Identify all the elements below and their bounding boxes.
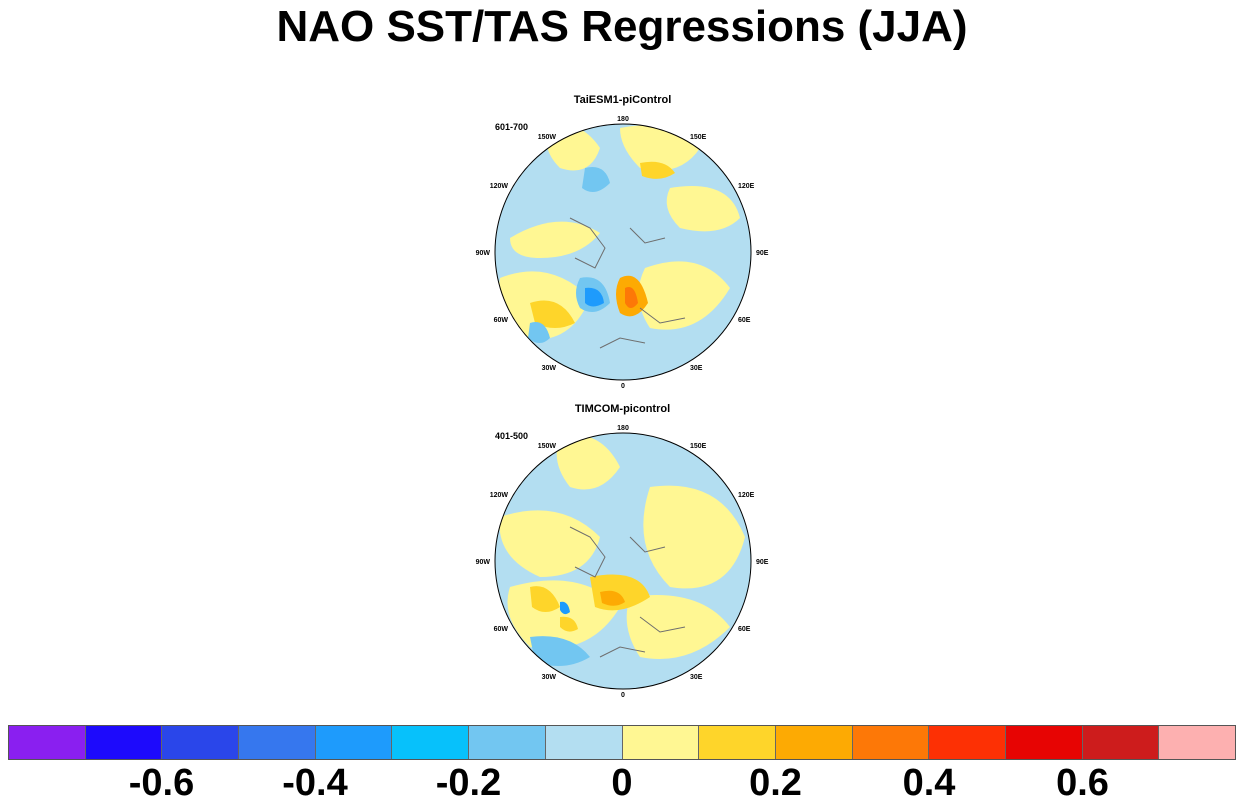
colorbar-box: [162, 726, 240, 759]
field-positive-strong: [530, 586, 560, 612]
coastlines: [569, 217, 686, 349]
lon-label: 0: [621, 692, 625, 697]
colorbar-tick-label: 0.6: [1056, 762, 1109, 804]
colorbar-box: [315, 726, 393, 759]
colorbar-box: [9, 726, 86, 759]
map-panel-timcom: TIMCOM-picontrol 401-500 180 0 90W 90E 1…: [470, 403, 775, 703]
field-positive-region: [499, 510, 600, 577]
field-negative-moderate: [530, 636, 590, 666]
coastlines: [569, 526, 686, 658]
lon-label: 60W: [494, 626, 509, 633]
panel-title: TaiESM1-piControl: [573, 94, 672, 106]
polar-map: 180 0 90W 90E 120W 120E 60W 60E 150W 150…: [476, 116, 769, 388]
field-positive-region: [638, 261, 730, 330]
field-negative-moderate: [528, 322, 550, 343]
colorbar-box: [392, 726, 470, 759]
panel-period: 601-700: [495, 122, 529, 132]
lon-label: 90E: [756, 559, 769, 566]
field-positive-peak: [625, 287, 638, 308]
colorbar-box: [929, 726, 1006, 759]
lon-label: 180: [617, 116, 629, 123]
field-positive-peak: [600, 590, 625, 606]
lon-label: 90W: [476, 559, 491, 566]
polar-map: 180 0 90W 90E 120W 120E 60W 60E 150W 150…: [476, 425, 769, 697]
lon-label: 150E: [690, 134, 707, 141]
figure-title: NAO SST/TAS Regressions (JJA): [276, 2, 968, 51]
lon-label: 150W: [538, 134, 557, 141]
lon-label: 30E: [690, 365, 703, 372]
field-positive-region: [643, 485, 745, 589]
colorbar-box: [545, 726, 623, 759]
lon-label: 120W: [490, 183, 509, 190]
field-negative-strong: [585, 287, 604, 307]
lon-label: 60E: [738, 626, 751, 633]
map-boundary: [494, 432, 752, 690]
lon-label: 180: [617, 425, 629, 432]
field-positive-region: [510, 221, 600, 258]
colorbar-box: [852, 726, 930, 759]
field-positive-strong: [640, 161, 675, 179]
colorbar-box: [1159, 726, 1235, 759]
lon-label: 30E: [690, 674, 703, 681]
lon-label: 60W: [494, 317, 509, 324]
lon-label: 0: [621, 383, 625, 388]
colorbar-tick-label: 0.2: [749, 762, 802, 804]
field-negative-moderate: [582, 167, 610, 192]
lon-label: 90W: [476, 250, 491, 257]
panel-title: TIMCOM-picontrol: [574, 403, 671, 415]
lon-label: 60E: [738, 317, 751, 324]
field-positive-region: [556, 435, 620, 490]
lon-label: 150W: [538, 443, 557, 450]
map-boundary: [494, 123, 752, 381]
lon-label: 90E: [756, 250, 769, 257]
colorbar-tick-label: -0.2: [435, 762, 502, 804]
colorbar-box: [85, 726, 163, 759]
map-panel-taiesm1: TaiESM1-piControl 601-700 180 0 90W: [470, 94, 775, 394]
field-positive-region: [626, 595, 730, 659]
colorbar-box: [469, 726, 546, 759]
lon-label: 120E: [738, 492, 755, 499]
colorbar-tick-label: 0.4: [902, 762, 956, 804]
colorbar-box: [775, 726, 853, 759]
colorbar-box: [622, 726, 700, 759]
colorbar-box: [1082, 726, 1160, 759]
field-positive-strong: [560, 616, 578, 632]
field-negative-strong: [560, 601, 570, 615]
field-positive-region: [666, 186, 740, 232]
colorbar-box: [239, 726, 316, 759]
colorbar: [8, 725, 1236, 760]
colorbar-box: [699, 726, 776, 759]
colorbar-box: [1005, 726, 1083, 759]
colorbar-tick-label: -0.6: [128, 762, 195, 804]
lon-label: 150E: [690, 443, 707, 450]
field-positive-strong: [530, 300, 575, 328]
lon-label: 30W: [542, 674, 557, 681]
colorbar-tick-label: -0.4: [282, 762, 348, 804]
lon-label: 120E: [738, 183, 755, 190]
lon-label: 120W: [490, 492, 509, 499]
lon-label: 30W: [542, 365, 557, 372]
colorbar-tick-label: 0: [611, 762, 633, 804]
panel-period: 401-500: [495, 431, 529, 441]
